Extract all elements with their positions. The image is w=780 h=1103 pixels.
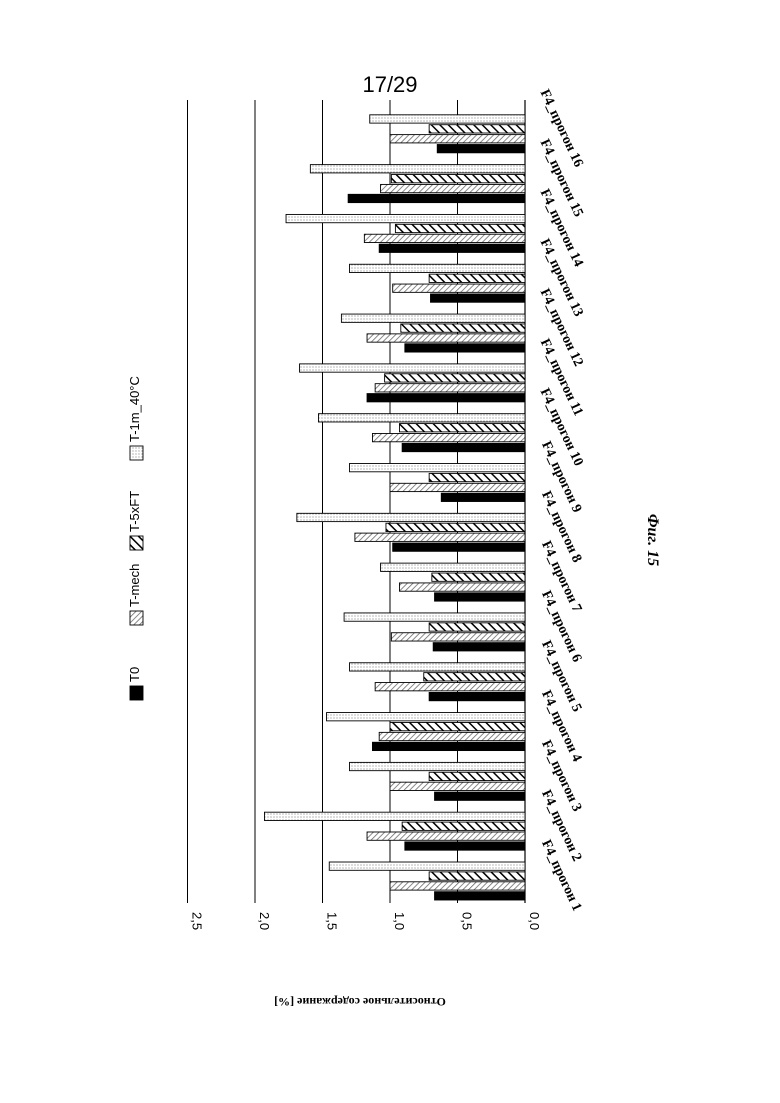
bar [437,145,525,153]
bar [424,673,525,681]
bar [433,643,525,651]
bar [435,892,525,900]
bar [402,443,525,451]
bar [318,414,525,422]
bar [395,224,525,232]
bar [381,184,525,192]
bar [329,862,525,870]
legend-label: T-5xFT [127,491,142,532]
bar [367,394,525,402]
bar [399,583,525,591]
bar [310,165,525,173]
bar [401,324,525,332]
bar [386,523,525,531]
bar [379,244,525,252]
tick-label: 1,0 [392,912,407,930]
bar [429,623,525,631]
bar [390,135,525,143]
legend: T0 T-mech T-5xFT T-1m_40°C [127,376,143,700]
bar [431,294,526,302]
tick-label: 0,5 [460,912,475,930]
bar [350,264,526,272]
bar [381,563,525,571]
bar [429,872,525,880]
bar [367,334,525,342]
legend-swatch [130,536,143,550]
bar [372,433,525,441]
bar [375,683,525,691]
y-axis-ticks: 0,0 0,5 1,0 1,5 2,0 2,5 [190,912,543,930]
tick-label: 0,0 [527,912,542,930]
tick-label: 2,5 [190,912,205,930]
bar [399,424,525,432]
bar [391,633,525,641]
bar [441,493,525,501]
bar [435,792,525,800]
bar [300,364,525,372]
bar [355,533,525,541]
figure-caption: Фиг. 15 [644,514,661,566]
bar [429,473,525,481]
bar [341,314,525,322]
bar [286,214,525,222]
bar [405,344,525,352]
tick-label: 1,5 [325,912,340,930]
bar [391,175,525,183]
bar [367,832,525,840]
bar [432,573,525,581]
bar [364,234,525,242]
legend-swatch [130,611,143,625]
legend-label: T0 [127,667,142,682]
bars [264,115,525,900]
bar [435,593,525,601]
bar [402,822,525,830]
bar [379,732,525,740]
bar [429,125,525,133]
bar [390,882,525,890]
bar [370,115,525,123]
legend-label: T-1m_40°C [127,376,142,442]
legend-label: T-mech [127,564,142,607]
legend-swatch [130,446,143,460]
bar [350,464,526,472]
legend-swatch [130,686,143,700]
bar [297,513,525,521]
bar [327,713,525,721]
bar [393,284,525,292]
bar [393,543,525,551]
bar [390,483,525,491]
bar [429,692,525,700]
category-labels: F4_прогон 1F4_прогон 2F4_прогон 3F4_прог… [537,87,586,913]
y-axis-label: Относительное содержание [%] [274,995,446,1009]
bar [348,194,525,202]
bar [372,742,525,750]
bar [429,772,525,780]
bar [375,384,525,392]
tick-label: 2,0 [257,912,272,930]
bar [429,274,525,282]
bar [385,374,525,382]
bar [405,842,525,850]
bar [350,762,526,770]
bar [264,812,525,820]
bar [350,663,526,671]
bar [344,613,525,621]
bar [390,722,525,730]
bar [390,782,525,790]
